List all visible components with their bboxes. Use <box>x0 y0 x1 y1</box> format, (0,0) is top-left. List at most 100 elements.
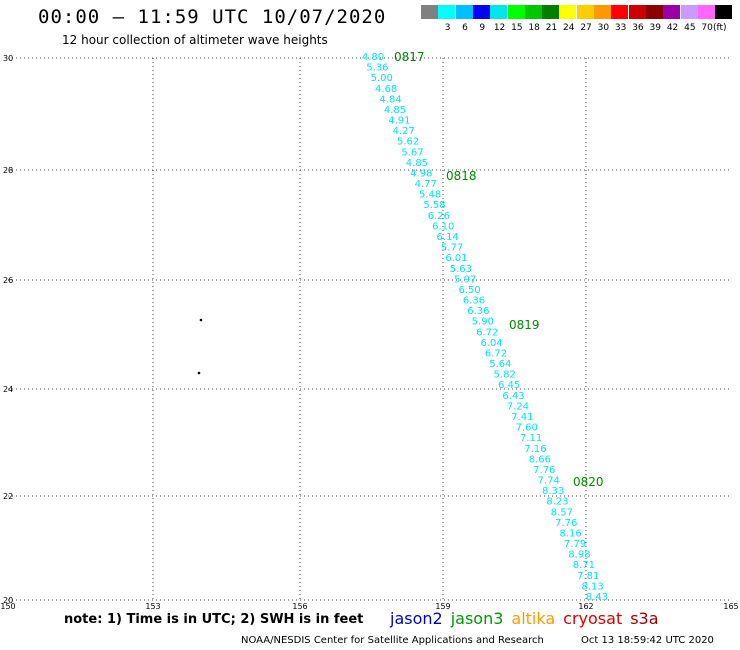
wave-height-value: 6.36 <box>463 296 485 307</box>
track-time-label: 0819 <box>509 318 540 332</box>
scale-label: 6 <box>462 23 468 33</box>
scale-swatch <box>663 5 681 19</box>
scale-swatch <box>455 5 473 19</box>
latitude-label: 30 <box>3 54 13 63</box>
scale-swatch <box>542 5 560 19</box>
scale-swatch <box>576 5 594 19</box>
wave-height-value: 8.33 <box>542 486 564 497</box>
wave-height-value: 7.41 <box>511 412 533 423</box>
wave-height-value: 4.85 <box>384 105 406 116</box>
satellite-altika: altika <box>511 609 556 628</box>
scale-label: 12 <box>493 23 506 33</box>
scale-label: 15 <box>511 23 523 33</box>
wave-height-value: 4.77 <box>415 179 437 190</box>
wave-height-value: 7.76 <box>533 465 555 476</box>
wave-height-value: 5.62 <box>397 137 419 148</box>
scale-label: 24 <box>563 23 575 33</box>
scale-swatch <box>697 5 715 19</box>
scale-label: 3 <box>444 23 451 33</box>
longitude-label: 162 <box>578 602 593 611</box>
wave-height-value: 7.79 <box>564 539 586 550</box>
scale-swatch <box>628 5 646 19</box>
wave-height-value: 7.11 <box>520 433 542 444</box>
longitude-labels: 150 153 156 159 162 165 <box>0 602 738 611</box>
map-grid <box>8 57 731 601</box>
scale-swatch <box>594 5 611 19</box>
wave-height-value: 7.60 <box>516 423 538 434</box>
wave-height-value: 7.74 <box>538 476 560 487</box>
wave-height-value: 4.85 <box>406 158 428 169</box>
wave-height-value: 4.84 <box>379 94 401 105</box>
scale-label: 18 <box>528 23 540 33</box>
island-dot <box>197 371 201 375</box>
wave-height-value: 4.98 <box>410 168 432 179</box>
wave-height-value: 6.10 <box>432 221 454 232</box>
scale-label: 27 <box>580 23 592 33</box>
scale-label: 45 <box>684 23 696 33</box>
wave-height-value: 5.36 <box>366 63 388 74</box>
track-time-label: 0818 <box>446 169 477 183</box>
wave-height-value: 8.13 <box>581 581 603 592</box>
islands <box>197 318 203 375</box>
island-dot <box>199 318 203 322</box>
wave-height-value: 7.81 <box>577 571 599 582</box>
wave-height-value: 6.45 <box>498 380 520 391</box>
scale-label: 30 <box>597 23 610 33</box>
wave-height-value: 6.50 <box>458 285 480 296</box>
wave-height-value: 8.66 <box>529 454 551 465</box>
wave-height-value: 6.14 <box>437 232 459 243</box>
scale-swatch <box>715 5 733 19</box>
wave-height-value: 5.00 <box>371 73 393 84</box>
footer-timestamp: Oct 13 18:59:42 UTC 2020 <box>581 635 714 646</box>
satellite-legend: jason2 jason3 altika cryosat s3a <box>390 609 667 628</box>
wave-height-value: 7.76 <box>555 518 577 529</box>
track-time-label: 0820 <box>573 475 604 489</box>
wave-height-value: 8.43 <box>586 592 608 603</box>
satellite-s3a: s3a <box>630 609 659 628</box>
map-subtitle: 12 hour collection of altimeter wave hei… <box>62 33 328 47</box>
scale-unit-label: (ft) <box>713 23 727 33</box>
satellite-cryosat: cryosat <box>563 609 623 628</box>
wave-height-value: 5.58 <box>423 200 445 211</box>
latitude-labels: 30 28 26 24 22 20 <box>3 54 13 605</box>
longitude-label: 150 <box>0 602 15 611</box>
longitude-label: 156 <box>292 602 307 611</box>
wave-height-value: 8.98 <box>568 550 590 561</box>
wave-height-value: 6.72 <box>476 327 498 338</box>
wave-height-value: 6.36 <box>467 306 489 317</box>
wave-height-value: 7.16 <box>524 444 546 455</box>
scale-label: 39 <box>649 23 661 33</box>
wave-height-value: 5.90 <box>472 317 494 328</box>
track-time-label: 0817 <box>394 50 425 64</box>
wave-height-value: 8.71 <box>573 560 595 571</box>
scale-label: 42 <box>666 23 679 33</box>
scale-label: 9 <box>479 23 486 33</box>
longitude-label: 153 <box>145 602 160 611</box>
scale-label: 33 <box>614 23 627 33</box>
scale-swatch <box>524 5 542 19</box>
scale-swatch <box>645 5 663 19</box>
wave-height-value: 4.68 <box>375 84 397 95</box>
wave-height-value: 6.72 <box>485 348 507 359</box>
latitude-label: 20 <box>3 596 13 605</box>
latitude-label: 22 <box>3 492 13 501</box>
wave-height-value: 8.57 <box>551 507 573 518</box>
scale-label: 36 <box>632 23 644 33</box>
track-time-labels: 0817 0818 0819 0820 <box>394 50 604 489</box>
wave-height-value: 5.63 <box>450 264 472 275</box>
scale-swatch <box>490 5 508 19</box>
wave-height-value: 4.91 <box>388 116 410 127</box>
footer-credit: NOAA/NESDIS Center for Satellite Applica… <box>241 635 544 646</box>
footer-note: note: 1) Time is in UTC; 2) SWH is in fe… <box>64 612 364 627</box>
wave-height-value: 5.67 <box>401 147 423 158</box>
longitude-label: 165 <box>723 602 738 611</box>
scale-swatch <box>438 5 456 19</box>
wave-height-value: 6.43 <box>502 391 524 402</box>
scale-swatch <box>680 5 698 19</box>
wave-height-value: 8.23 <box>546 497 568 508</box>
scale-swatch <box>472 5 490 19</box>
satellite-jason3: jason3 <box>450 609 504 628</box>
wave-height-value: 5.97 <box>454 274 476 285</box>
wave-height-value: 5.77 <box>441 243 463 254</box>
